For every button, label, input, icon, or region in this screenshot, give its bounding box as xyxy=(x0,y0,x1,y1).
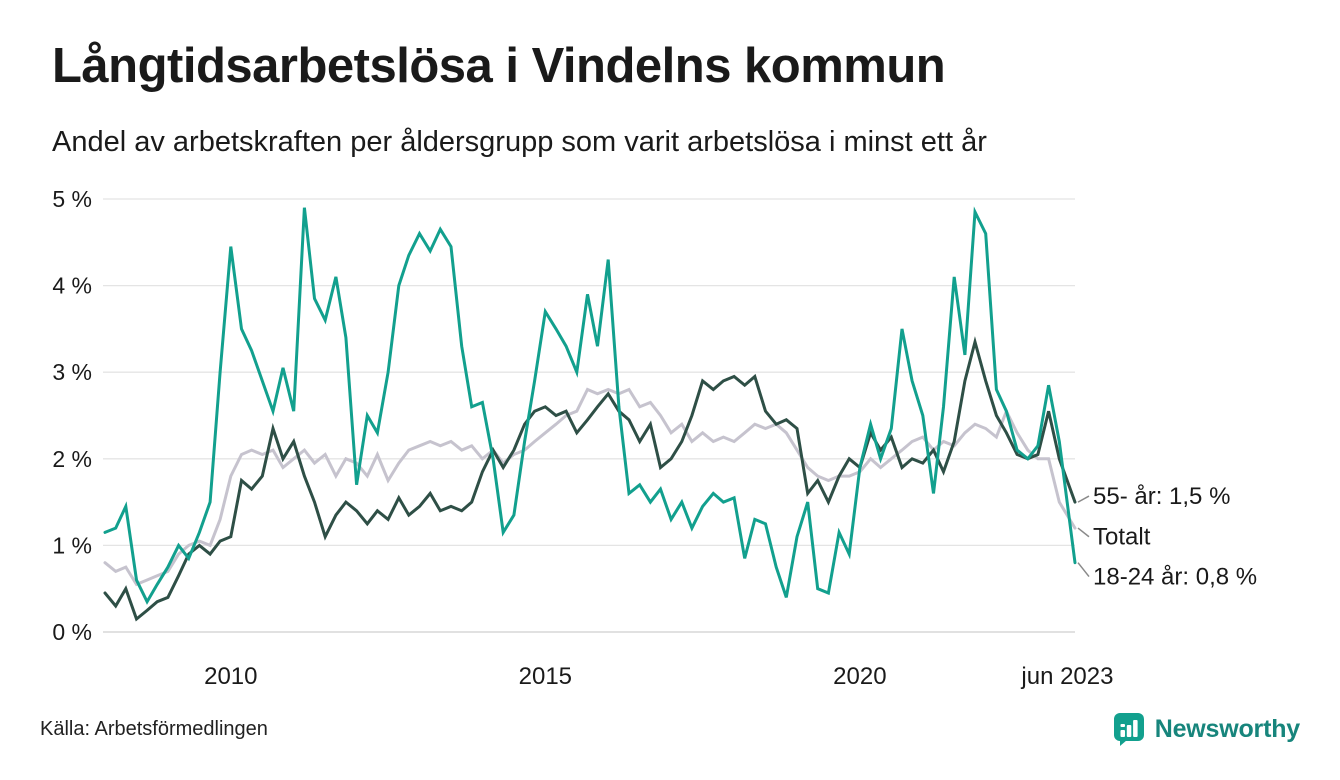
annotation-connector xyxy=(1077,495,1090,503)
annotation-label: 18-24 år: 0,8 % xyxy=(1093,564,1257,591)
line-chart: 0 % 1 % 2 % 3 % 4 % 5 % 2010 2015 2020 jun 2023 55… xyxy=(52,186,1257,690)
x-tick-label: 2020 xyxy=(833,663,886,690)
annotation-label: 55- år: 1,5 % xyxy=(1093,483,1230,510)
newsworthy-icon xyxy=(1113,713,1144,746)
annotation-label: Totalt xyxy=(1093,524,1151,551)
y-tick-label: 5 % xyxy=(52,186,92,212)
source-note: Källa: Arbetsförmedlingen xyxy=(40,718,268,740)
y-tick-label: 3 % xyxy=(52,359,92,385)
series-line-18-24 år xyxy=(103,206,1077,605)
x-tick-label: jun 2023 xyxy=(1020,663,1113,690)
newsworthy-wordmark: Newsworthy xyxy=(1154,714,1300,743)
y-tick-label: 0 % xyxy=(52,619,92,645)
series-line-55- år xyxy=(103,336,1077,622)
chart-title: Långtidsarbetslösa i Vindelns kommun xyxy=(52,39,946,93)
annotation-connector xyxy=(1077,527,1090,538)
y-tick-label: 2 % xyxy=(52,446,92,472)
annotation-connector xyxy=(1077,562,1090,578)
x-tick-label: 2015 xyxy=(519,663,572,690)
newsworthy-logo[interactable]: Newsworthy xyxy=(1112,712,1300,746)
y-tick-label: 4 % xyxy=(52,273,92,299)
y-tick-label: 1 % xyxy=(52,532,92,558)
x-tick-label: 2010 xyxy=(204,663,257,690)
chart-subtitle: Andel av arbetskraften per åldersgrupp s… xyxy=(52,126,987,158)
series-line-Totalt xyxy=(103,387,1077,587)
